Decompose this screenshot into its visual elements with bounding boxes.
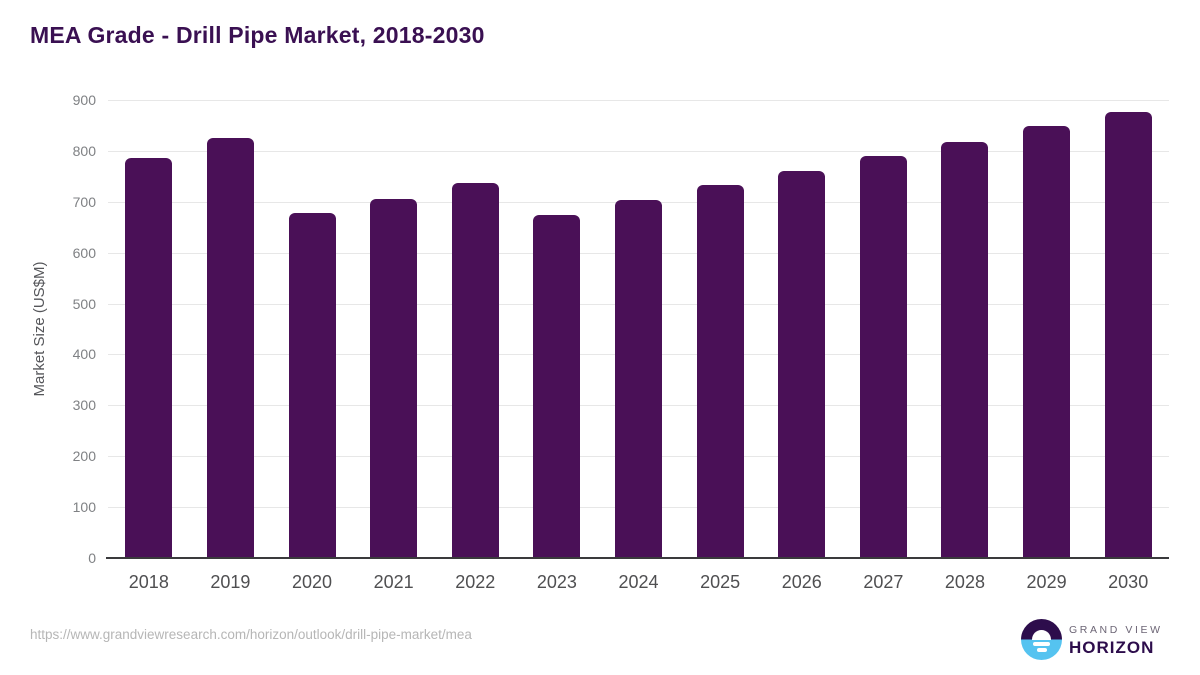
y-axis-title: Market Size (US$M)	[31, 261, 48, 397]
bar-2025	[696, 185, 744, 558]
x-tick-label: 2026	[781, 572, 822, 592]
logo-text-horizon: HORIZON	[1069, 638, 1155, 657]
y-tick-label: 600	[72, 244, 96, 261]
bar-2021	[370, 198, 418, 558]
x-tick-label: 2020	[292, 572, 333, 592]
bar-2018	[125, 158, 173, 558]
y-tick-label: 800	[72, 142, 96, 159]
bar-2023	[533, 214, 581, 558]
y-tick-label: 300	[72, 397, 96, 414]
x-tick-label: 2028	[944, 572, 985, 592]
horizon-reflection-line-1	[1033, 642, 1050, 646]
x-tick-label: 2024	[618, 572, 659, 592]
horizon-reflection-line-2	[1036, 648, 1047, 652]
logo-text: GRAND VIEW HORIZON	[1069, 624, 1163, 658]
bar-2020	[288, 213, 336, 558]
bar-2029	[1023, 126, 1071, 558]
y-tick-label: 200	[72, 448, 96, 465]
x-tick-label: 2021	[373, 572, 414, 592]
y-tick-label: 900	[72, 92, 96, 108]
sun-dome-icon	[1032, 630, 1051, 640]
x-tick-label: 2030	[1108, 572, 1149, 592]
y-tick-label: 700	[72, 193, 96, 210]
bar-2024	[615, 200, 662, 558]
x-tick-label: 2019	[210, 572, 251, 592]
x-tick-label: 2025	[700, 572, 741, 592]
bar-2027	[859, 156, 907, 558]
horizon-logo-icon	[1021, 619, 1062, 660]
y-tick-label: 500	[72, 295, 96, 312]
y-tick-label: 0	[88, 550, 96, 566]
x-axis-line	[106, 557, 1169, 559]
x-tick-label: 2018	[128, 572, 169, 592]
grand-view-horizon-logo: GRAND VIEW HORIZON	[1021, 619, 1181, 661]
bar-2022	[451, 183, 499, 558]
bar-2028	[941, 142, 989, 558]
x-tick-label: 2022	[455, 572, 496, 592]
bar-2019	[206, 138, 254, 558]
y-tick-label: 100	[72, 499, 96, 516]
gridline-800	[108, 150, 1169, 152]
gridline-900	[108, 100, 1169, 101]
x-tick-label: 2029	[1026, 572, 1067, 592]
bar-2026	[778, 171, 826, 558]
chart-title: MEA Grade - Drill Pipe Market, 2018-2030	[30, 22, 485, 48]
x-tick-label: 2023	[536, 572, 577, 592]
source-url: https://www.grandviewresearch.com/horizo…	[30, 627, 472, 642]
y-tick-label: 400	[72, 346, 96, 363]
x-tick-label: 2027	[863, 572, 904, 592]
bar-2030	[1104, 111, 1152, 558]
logo-text-grand-view: GRAND VIEW	[1069, 624, 1163, 636]
